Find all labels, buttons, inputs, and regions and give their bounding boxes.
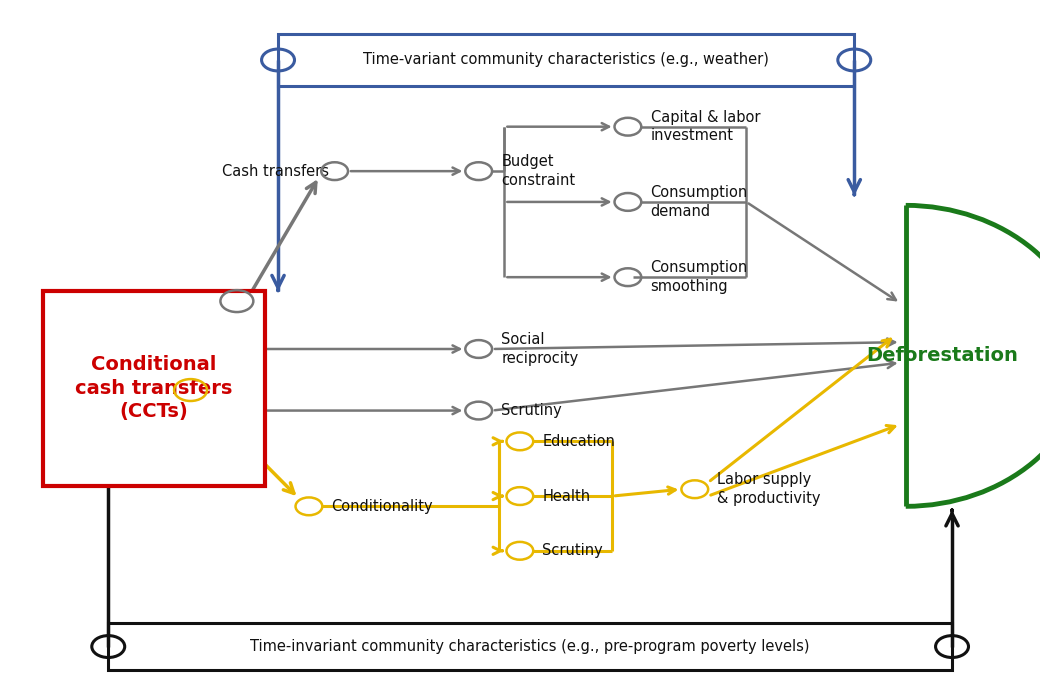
FancyBboxPatch shape: [43, 291, 265, 486]
Text: Education: Education: [543, 434, 615, 449]
Text: Time-invariant community characteristics (e.g., pre-program poverty levels): Time-invariant community characteristics…: [250, 639, 810, 654]
Text: Deforestation: Deforestation: [866, 346, 1017, 365]
Text: Scrutiny: Scrutiny: [501, 403, 562, 418]
Text: Consumption
demand: Consumption demand: [651, 185, 748, 218]
Text: Conditional
cash transfers
(CCTs): Conditional cash transfers (CCTs): [76, 355, 233, 422]
Text: Conditionality: Conditionality: [332, 499, 434, 514]
Text: Health: Health: [543, 489, 590, 503]
FancyBboxPatch shape: [278, 34, 855, 86]
Text: Labor supply
& productivity: Labor supply & productivity: [717, 473, 821, 506]
Text: Consumption
smoothing: Consumption smoothing: [651, 260, 748, 294]
Text: Time-variant community characteristics (e.g., weather): Time-variant community characteristics (…: [363, 52, 769, 68]
Text: Capital & labor
investment: Capital & labor investment: [651, 110, 760, 144]
Text: Scrutiny: Scrutiny: [543, 543, 604, 558]
Text: Budget
constraint: Budget constraint: [501, 154, 575, 188]
FancyBboxPatch shape: [108, 623, 952, 671]
Text: Social
reciprocity: Social reciprocity: [501, 332, 579, 366]
Text: Cash transfers: Cash transfers: [223, 163, 330, 179]
